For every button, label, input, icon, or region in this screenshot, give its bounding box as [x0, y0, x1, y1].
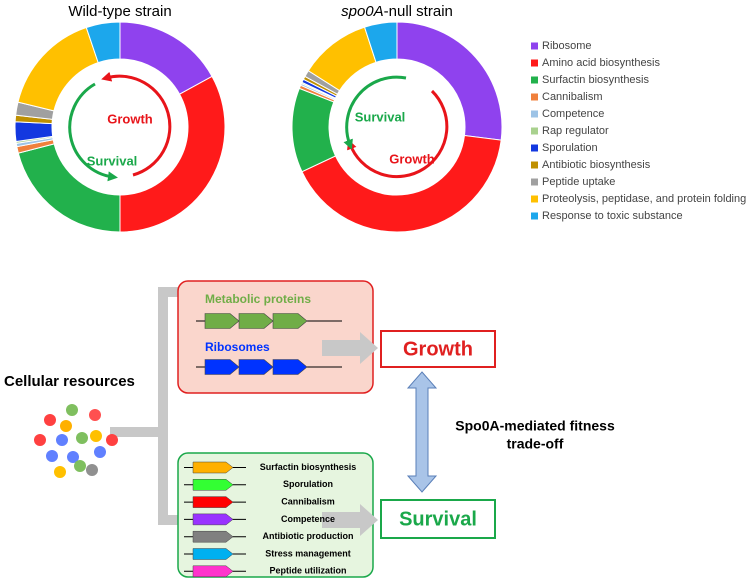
growth-target	[380, 330, 496, 368]
legend-label: Sporulation	[542, 142, 598, 154]
donut-slice	[363, 21, 398, 63]
connectors	[110, 287, 180, 525]
annotation: Survival	[87, 153, 138, 168]
gene-arrow	[192, 479, 234, 491]
legend-swatch	[531, 144, 538, 152]
gene-label: Sporulation	[283, 479, 333, 489]
growth-arrow	[101, 71, 172, 177]
legend-swatch	[531, 195, 538, 203]
legend-swatch	[531, 93, 538, 101]
legend-label: Surfactin biosynthesis	[542, 74, 649, 86]
legend-swatch	[531, 212, 538, 220]
survival-target	[380, 499, 496, 539]
donut-slice	[119, 21, 213, 95]
gene-arrow	[272, 313, 308, 329]
growth-label: Growth	[403, 338, 473, 360]
legend-label: Cannibalism	[542, 91, 603, 103]
arrow	[322, 332, 378, 364]
donut-slice	[119, 75, 226, 233]
gene-label: Peptide utilization	[269, 566, 346, 576]
gene-label: Antibiotic production	[263, 531, 354, 541]
donut-slice	[301, 134, 502, 233]
legend-swatch	[531, 76, 538, 84]
legend-label: Competence	[542, 108, 604, 120]
double-arrow	[406, 371, 438, 493]
gene-arrow	[192, 496, 234, 508]
title-italic: spo0A	[341, 3, 384, 20]
gene-label: Cannibalism	[281, 496, 335, 506]
gene-arrow	[238, 313, 274, 329]
legend-swatch	[531, 59, 538, 67]
chart-title: spo0A-null strain	[341, 3, 453, 20]
legend-label: Response to toxic substance	[542, 210, 683, 222]
legend-swatch	[531, 110, 538, 118]
donut-slice	[396, 21, 503, 141]
legend-label: Rap regulator	[542, 125, 609, 137]
survival-arrow	[343, 75, 407, 150]
donut-slice	[291, 87, 337, 173]
gene-arrow	[272, 359, 308, 375]
gene-arrow	[192, 565, 234, 578]
growth-arrow	[347, 89, 449, 179]
survival-label: Survival	[399, 508, 477, 530]
donut-slice	[17, 26, 99, 112]
gene-label: Surfactin biosynthesis	[260, 462, 357, 472]
legend-label: Proteolysis, peptidase, and protein fold…	[542, 193, 746, 205]
tradeoff-label: trade-off	[507, 436, 564, 452]
group-label: Metabolic proteins	[205, 292, 311, 306]
gene-arrow	[238, 359, 274, 375]
legend-label: Ribosome	[542, 40, 592, 52]
chart-title: Wild-type strain	[68, 3, 171, 20]
legend-label: Peptide uptake	[542, 176, 615, 188]
gene-arrow	[192, 530, 234, 543]
donut-slice	[85, 21, 121, 64]
gene-label: Stress management	[265, 548, 351, 558]
annotation: Growth	[107, 111, 153, 126]
group-label: Ribosomes	[205, 340, 270, 354]
legend-swatch	[531, 178, 538, 186]
survival-arrow	[68, 82, 118, 182]
gene-arrow	[192, 548, 234, 560]
gene-label: Competence	[281, 514, 335, 524]
legend-swatch	[531, 127, 538, 135]
tradeoff-label: Spo0A-mediated fitness	[455, 418, 615, 434]
gene-arrow	[204, 313, 240, 329]
gene-arrow	[192, 513, 234, 526]
legend-label: Amino acid biosynthesis	[542, 57, 661, 69]
gene-arrow	[204, 359, 240, 375]
resources-label: Cellular resources	[4, 373, 135, 390]
annotation: Survival	[355, 109, 406, 124]
gene-arrow	[192, 461, 234, 474]
resource-dots	[34, 404, 118, 478]
annotation: Growth	[389, 151, 435, 166]
arrow	[322, 504, 378, 536]
legend-label: Antibiotic biosynthesis	[542, 159, 651, 171]
legend-swatch	[531, 161, 538, 169]
title-text: -null strain	[384, 3, 453, 20]
legend-swatch	[531, 42, 538, 50]
